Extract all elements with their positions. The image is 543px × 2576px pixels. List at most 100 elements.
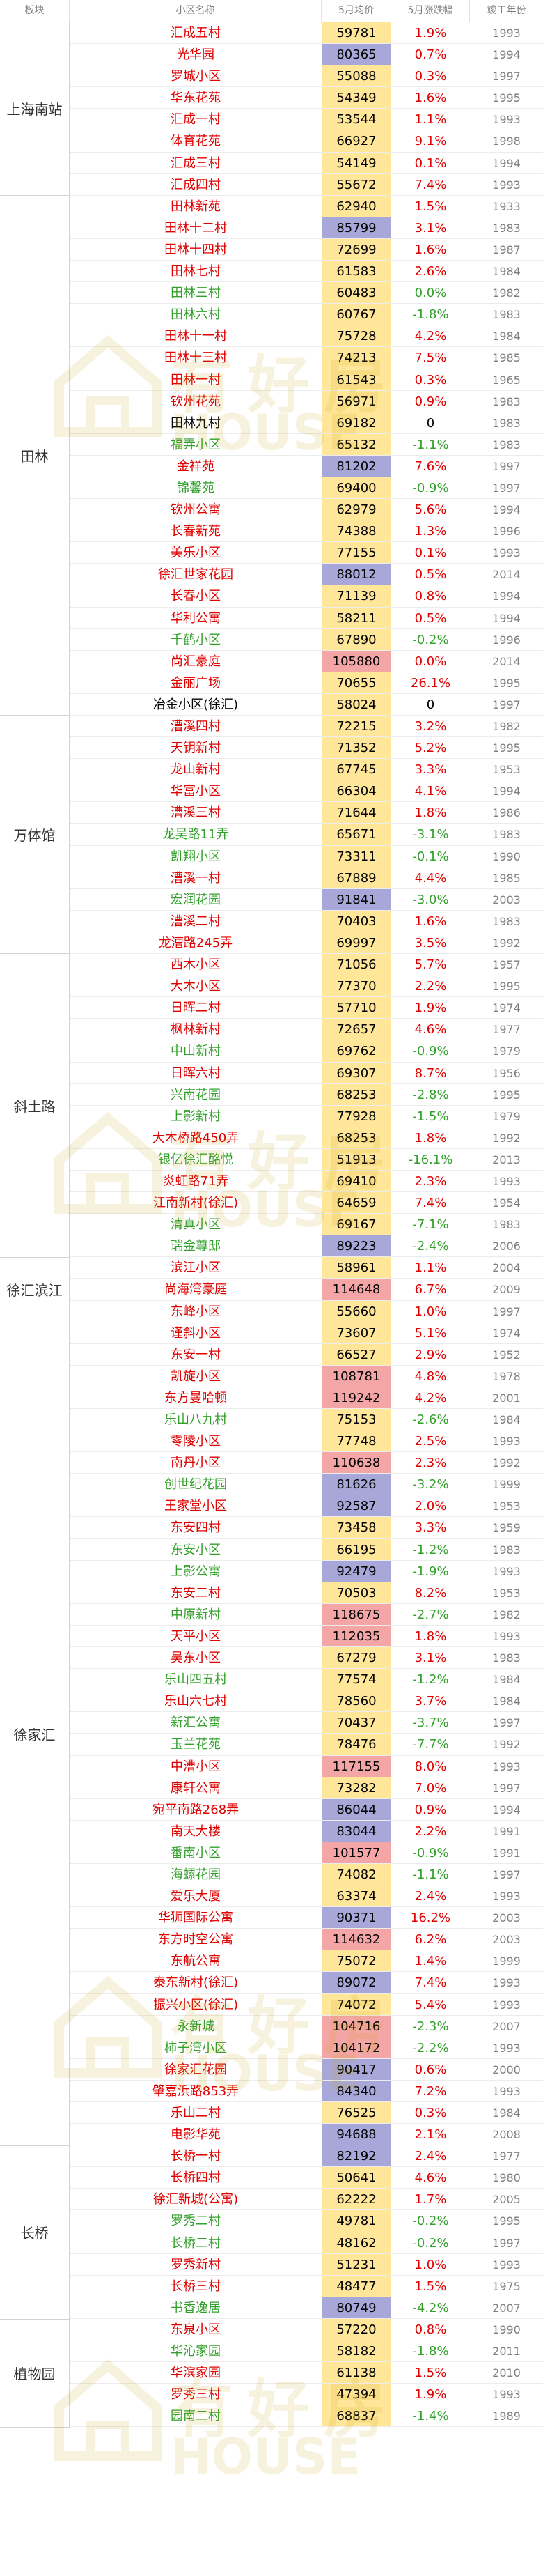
table-row: 乐山六七村 78560 3.7% 1984	[70, 1690, 543, 1713]
table-row: 乐山八九村 75153 -2.6% 1984	[70, 1409, 543, 1431]
board-label: 徐汇滨江	[0, 1257, 70, 1322]
table-row: 田林一村 61543 0.3% 1965	[70, 369, 543, 391]
price-change: -0.2%	[412, 2214, 449, 2229]
community-name: 田林九村	[171, 415, 221, 431]
price-change: 0.3%	[414, 69, 447, 84]
table-row: 尚海湾豪庭 114648 6.7% 2009	[70, 1279, 543, 1301]
table-row: 大木小区 77370 2.2% 1995	[70, 975, 543, 998]
price-change: -4.2%	[412, 2300, 449, 2315]
completion-year: 2014	[492, 568, 521, 582]
price-change: 1.1%	[414, 112, 447, 128]
completion-year: 1984	[492, 1695, 521, 1709]
avg-price: 75153	[322, 1409, 391, 1430]
table-row: 上影公寓 92479 -1.9% 1993	[70, 1560, 543, 1582]
price-change: 7.4%	[414, 1975, 447, 1991]
table-row: 尚汇豪庭 105880 0.0% 2014	[70, 650, 543, 672]
completion-year: 1983	[492, 438, 521, 452]
avg-price: 57710	[322, 997, 391, 1019]
avg-price: 86044	[322, 1798, 391, 1820]
community-name: 汇成五村	[171, 26, 221, 40]
community-name: 徐家汇花园	[164, 2062, 227, 2077]
community-name: 长桥四村	[171, 2170, 221, 2186]
table-row: 零陵小区 77748 2.5% 1993	[70, 1430, 543, 1453]
completion-year: 1993	[492, 1759, 521, 1773]
avg-price: 62940	[322, 195, 391, 217]
completion-year: 2010	[492, 2366, 521, 2380]
avg-price: 70503	[322, 1582, 391, 1603]
completion-year: 1984	[492, 2106, 521, 2120]
price-change: 1.9%	[414, 26, 447, 40]
community-name: 康轩公寓	[171, 1780, 221, 1796]
price-change: 7.2%	[414, 2083, 447, 2099]
avg-price: 50641	[322, 2167, 391, 2189]
board-label: 上海南站	[0, 22, 70, 196]
community-name: 银亿徐汇酩悦	[158, 1152, 233, 1167]
community-name: 炎虹路71弄	[162, 1173, 229, 1189]
avg-price: 69762	[322, 1040, 391, 1062]
table-row: 漕溪四村 72215 3.2% 1982	[70, 716, 543, 738]
avg-price: 78560	[322, 1690, 391, 1712]
community-name: 长桥一村	[171, 2149, 221, 2164]
avg-price: 118675	[322, 1603, 391, 1625]
avg-price: 70437	[322, 1712, 391, 1734]
table-row: 康轩公寓 73282 7.0% 1997	[70, 1777, 543, 1799]
completion-year: 1995	[492, 1088, 521, 1102]
avg-price: 68837	[322, 2405, 391, 2427]
completion-year: 1994	[492, 1803, 521, 1817]
table-row: 泰东新村(徐汇) 89072 7.4% 1993	[70, 1972, 543, 1994]
community-name: 滨江小区	[171, 1260, 221, 1276]
price-change: -3.0%	[412, 892, 449, 907]
completion-year: 2013	[492, 1152, 521, 1166]
price-change: 1.7%	[414, 2192, 447, 2207]
completion-year: 1974	[492, 1326, 521, 1340]
price-change: -16.1%	[408, 1152, 453, 1167]
community-name: 中山新村	[171, 1044, 221, 1059]
completion-year: 2005	[492, 2193, 521, 2207]
table-row: 番南小区 101577 -0.9% 1991	[70, 1842, 543, 1864]
price-change: 7.4%	[414, 177, 447, 192]
completion-year: 1995	[492, 676, 521, 690]
table-row: 书香逸居 80749 -4.2% 2007	[70, 2297, 543, 2319]
completion-year: 1997	[492, 70, 521, 84]
avg-price: 110638	[322, 1452, 391, 1474]
price-change: -2.3%	[412, 2019, 449, 2034]
table-row: 汇成三村 54149 0.1% 1994	[70, 152, 543, 174]
price-change: 2.9%	[414, 1347, 447, 1362]
table-row: 徐汇世家花园 88012 0.5% 2014	[70, 564, 543, 586]
community-name: 电影华苑	[171, 2127, 221, 2143]
table-row: 福弄小区 65132 -1.1% 1983	[70, 433, 543, 456]
table-row: 银亿徐汇酩悦 51913 -16.1% 2013	[70, 1148, 543, 1171]
community-name: 海螺花园	[171, 1867, 221, 1882]
table-row: 田林十一村 75728 4.2% 1984	[70, 325, 543, 348]
avg-price: 70655	[322, 672, 391, 693]
price-change: -0.9%	[412, 1044, 449, 1059]
completion-year: 1989	[492, 2409, 521, 2423]
community-name: 田林十三村	[164, 350, 227, 366]
avg-price: 61583	[322, 261, 391, 282]
avg-price: 53544	[322, 109, 391, 130]
community-name: 枫林新村	[171, 1022, 221, 1038]
price-change: 8.2%	[414, 1585, 447, 1601]
table-row: 日晖六村 69307 8.7% 1956	[70, 1062, 543, 1084]
avg-price: 62222	[322, 2189, 391, 2210]
avg-price: 51913	[322, 1148, 391, 1170]
community-name: 冶金小区(徐汇)	[152, 697, 239, 712]
avg-price: 61543	[322, 369, 391, 390]
avg-price: 72215	[322, 716, 391, 737]
community-name: 钦州公寓	[171, 502, 221, 518]
table-row: 汇成四村 55672 7.4% 1993	[70, 173, 543, 196]
board-label: 田林	[0, 195, 70, 716]
price-change: 3.1%	[414, 220, 447, 236]
community-name: 长春新苑	[171, 524, 221, 539]
price-change: 4.1%	[414, 784, 447, 799]
completion-year: 2007	[492, 2301, 521, 2315]
community-name: 体育花苑	[171, 134, 221, 149]
price-change: 1.3%	[414, 524, 447, 539]
completion-year: 1982	[492, 286, 521, 300]
board-label: 徐家汇	[0, 1322, 70, 2146]
board-label: 万体馆	[0, 716, 70, 955]
completion-year: 1957	[492, 958, 521, 972]
table-row: 田林九村 69182 0 1983	[70, 412, 543, 434]
table-row: 肇嘉浜路853弄 84340 7.2% 1993	[70, 2080, 543, 2102]
table-row: 永新城 104716 -2.3% 2007	[70, 2015, 543, 2037]
